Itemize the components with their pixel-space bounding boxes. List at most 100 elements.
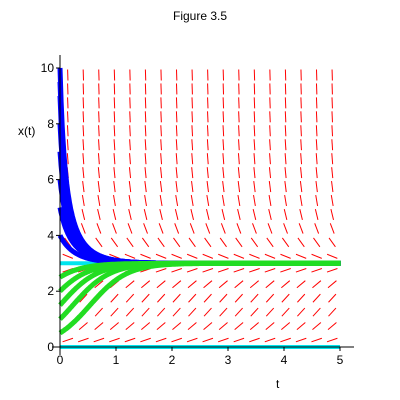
field-arrow: [206, 181, 209, 193]
field-arrow: [284, 153, 287, 165]
field-arrow: [204, 237, 212, 248]
field-arrow: [237, 167, 240, 179]
field-arrow: [238, 125, 240, 137]
field-arrow: [284, 195, 287, 207]
field-arrow: [203, 322, 213, 330]
field-arrow: [124, 253, 136, 259]
field-arrow: [82, 181, 85, 193]
field-arrow: [109, 337, 120, 343]
field-arrow: [125, 280, 135, 289]
field-arrow: [175, 181, 178, 193]
field-arrow: [191, 139, 194, 151]
field-arrow: [171, 268, 183, 273]
field-arrow: [81, 209, 86, 220]
field-arrow: [129, 111, 131, 123]
field-arrow: [191, 111, 193, 123]
field-arrow: [186, 337, 198, 343]
field-arrow: [140, 253, 151, 259]
field-arrow: [172, 280, 182, 289]
x-tick-label: 0: [57, 353, 64, 367]
field-arrow: [80, 223, 86, 234]
field-arrow: [268, 209, 272, 220]
field-arrow: [280, 253, 291, 259]
field-arrow: [93, 337, 105, 343]
field-arrow: [113, 195, 116, 207]
field-arrow: [218, 280, 228, 289]
field-arrow: [284, 139, 287, 151]
field-arrow: [95, 237, 103, 248]
field-arrow: [141, 237, 150, 248]
field-arrow: [188, 307, 197, 317]
field-arrow: [64, 237, 72, 248]
field-arrow: [265, 293, 275, 303]
field-arrow: [203, 280, 213, 289]
field-arrow: [315, 125, 318, 137]
field-arrow: [175, 111, 178, 123]
field-arrow: [281, 293, 290, 303]
field-arrow: [328, 237, 336, 248]
field-arrow: [328, 307, 337, 317]
x-tick-label: 2: [169, 353, 176, 367]
field-arrow: [112, 209, 117, 220]
field-arrow: [218, 322, 228, 330]
field-arrow: [160, 153, 163, 165]
field-arrow: [253, 181, 256, 193]
field-arrow: [269, 139, 271, 151]
field-arrow: [331, 125, 334, 137]
field-arrow: [269, 125, 271, 137]
y-tick-label: 2: [47, 284, 54, 298]
field-arrow: [206, 167, 209, 179]
field-arrow: [128, 195, 132, 207]
field-arrow: [175, 153, 178, 165]
field-arrow: [160, 167, 163, 179]
x-tick-label: 4: [281, 353, 288, 367]
field-arrow: [217, 268, 229, 273]
field-arrow: [331, 181, 334, 193]
field-arrow: [155, 337, 167, 343]
field-arrow: [144, 181, 147, 193]
field-arrow: [156, 280, 166, 289]
field-arrow: [297, 237, 305, 248]
field-arrow: [66, 139, 69, 151]
field-arrow: [280, 268, 291, 273]
field-arrow: [144, 153, 147, 165]
field-arrow: [113, 125, 116, 137]
field-arrow: [143, 209, 148, 220]
field-arrow: [187, 280, 197, 289]
field-arrow: [158, 223, 164, 234]
field-arrow: [315, 153, 318, 165]
field-arrow: [97, 167, 100, 179]
field-arrow: [157, 237, 165, 248]
field-arrow: [159, 195, 163, 207]
field-arrow: [129, 153, 131, 165]
field-arrow: [110, 237, 119, 248]
field-arrow: [249, 268, 260, 273]
field-arrow: [191, 181, 194, 193]
field-arrow: [125, 322, 135, 330]
field-arrow: [94, 280, 104, 289]
field-arrow: [300, 167, 303, 179]
field-arrow: [237, 181, 241, 193]
field-arrow: [315, 195, 319, 207]
field-arrow: [222, 125, 225, 137]
field-arrow: [66, 125, 69, 137]
solution-curve: [58, 260, 343, 336]
field-arrow: [265, 280, 275, 289]
x-ticks: 0 1 2 3 4 5: [57, 347, 344, 367]
field-arrow: [296, 322, 306, 330]
field-arrow: [160, 125, 162, 137]
field-arrow: [326, 337, 338, 343]
solution-curve: [57, 81, 343, 266]
x-tick-label: 1: [113, 353, 120, 367]
field-arrow: [110, 293, 119, 303]
field-arrow: [82, 125, 85, 137]
field-arrow: [141, 307, 150, 317]
field-arrow: [174, 209, 179, 220]
field-arrow: [281, 307, 290, 317]
field-arrow: [237, 195, 241, 207]
field-arrow: [155, 268, 167, 273]
field-arrow: [188, 293, 197, 303]
field-arrow: [144, 167, 147, 179]
field-arrow: [284, 167, 287, 179]
field-arrow: [315, 167, 318, 179]
